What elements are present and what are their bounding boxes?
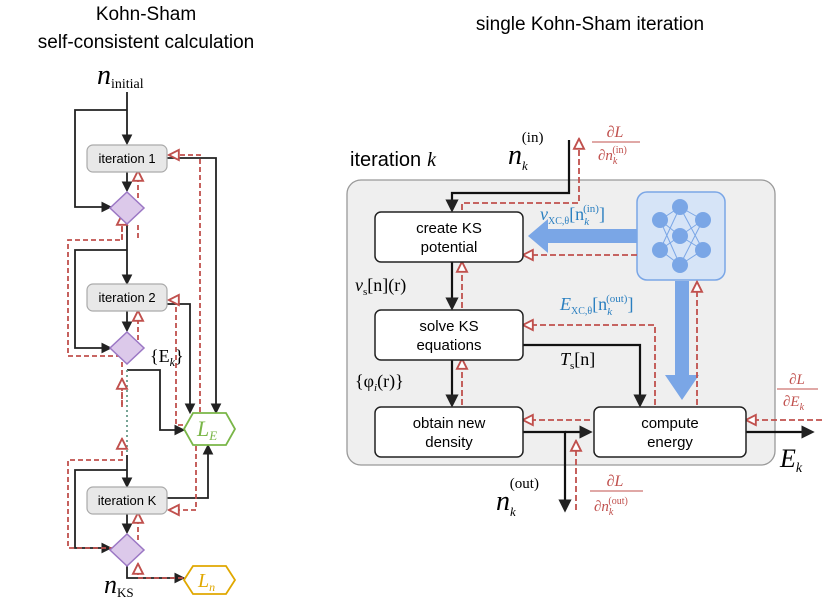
- T-s-label: Ts[n]: [560, 349, 595, 372]
- iteration-k-label: iteration k: [350, 149, 437, 171]
- svg-text:obtain new: obtain new: [413, 415, 486, 432]
- phi-label: {φi(r)}: [355, 371, 404, 394]
- svg-text:energy: energy: [647, 434, 693, 451]
- n-out-label: nk(out): [496, 476, 539, 519]
- svg-text:equations: equations: [416, 337, 481, 354]
- solve-ks-equations-box: solve KS equations: [374, 309, 524, 361]
- svg-text:compute: compute: [641, 415, 699, 432]
- svg-text:∂L: ∂L: [607, 124, 624, 141]
- obtain-new-density-box: obtain new density: [374, 406, 524, 458]
- left-gradient-lines: [67, 155, 201, 579]
- svg-text:∂nk(out): ∂nk(out): [594, 496, 628, 518]
- n-initial-label: ninitial: [97, 60, 144, 92]
- svg-text:∂L: ∂L: [789, 372, 805, 388]
- iteration-K-label: iteration K: [98, 493, 157, 508]
- svg-text:create KS: create KS: [416, 220, 482, 237]
- left-title-line2: self-consistent calculation: [38, 32, 255, 53]
- svg-text:∂L: ∂L: [607, 473, 624, 490]
- left-title-line1: Kohn-Sham: [96, 4, 196, 25]
- right-flow-lines: [445, 140, 815, 513]
- L-n-hexagon: Ln: [182, 565, 237, 595]
- diamond-2: [108, 330, 146, 366]
- v-s-label: vs[n](r): [355, 275, 406, 298]
- diamond-1: [108, 190, 146, 226]
- right-title: single Kohn-Sham iteration: [476, 14, 704, 35]
- dL-dn-in-fraction: ∂L ∂nk(in): [592, 124, 640, 167]
- n-in-label: nk(in): [508, 130, 543, 173]
- nn-output-arrows: [528, 219, 699, 400]
- svg-text:density: density: [425, 434, 473, 451]
- iteration-2-label: iteration 2: [98, 290, 155, 305]
- L-E-label: LE: [196, 416, 217, 443]
- iteration-box-K: iteration K: [86, 486, 168, 515]
- E-k-set-label: {Ek}: [150, 346, 184, 369]
- create-ks-potential-box: create KS potential: [374, 211, 524, 263]
- L-E-hexagon: LE: [182, 412, 237, 446]
- dL-dn-out-fraction: ∂L ∂nk(out): [590, 473, 643, 518]
- svg-text:potential: potential: [421, 239, 478, 256]
- diamond-K: [108, 532, 146, 568]
- neural-network-icon: [636, 191, 726, 281]
- compute-energy-box: compute energy: [593, 406, 747, 458]
- n-KS-label: nKS: [104, 570, 134, 600]
- L-n-label: Ln: [197, 570, 215, 594]
- E-xc-label: EXC,θ[nk(out)]: [559, 293, 633, 318]
- svg-text:solve KS: solve KS: [419, 318, 478, 335]
- v-xc-label: vXC,θ[nk(in)]: [540, 203, 605, 228]
- dL-dE-fraction: ∂L ∂Ek: [777, 372, 818, 413]
- svg-text:∂nk(in): ∂nk(in): [598, 145, 627, 167]
- iteration-box-2: iteration 2: [86, 283, 168, 312]
- right-gradient-lines: [462, 140, 822, 510]
- iteration-box-1: iteration 1: [86, 144, 168, 173]
- svg-text:∂Ek: ∂Ek: [783, 394, 805, 413]
- iteration-1-label: iteration 1: [98, 151, 155, 166]
- E-k-output-label: Ek: [779, 444, 803, 476]
